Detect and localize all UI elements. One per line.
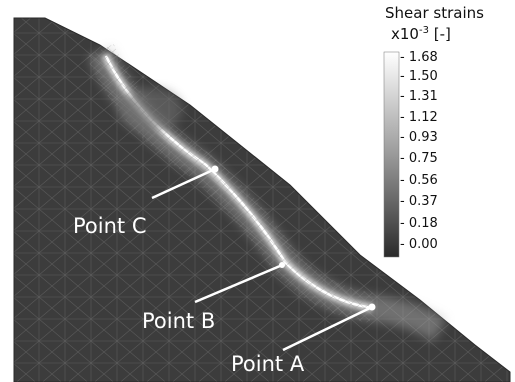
colorbar-tick: 0.37 bbox=[400, 195, 438, 209]
colorbar-tick: 0.75 bbox=[400, 152, 438, 166]
colorbar-tick: 1.31 bbox=[400, 90, 438, 104]
legend-title: Shear strains x10-3 [-] bbox=[379, 4, 515, 43]
point-a-marker bbox=[368, 303, 376, 311]
annotation-point-a bbox=[282, 303, 376, 352]
point-c-marker bbox=[211, 165, 219, 173]
colorbar-tick: 0.56 bbox=[400, 174, 438, 188]
legend-units: x10-3 [-] bbox=[391, 25, 451, 43]
colorbar-tick: 1.50 bbox=[400, 70, 438, 84]
point-c-label: Point C bbox=[73, 214, 146, 238]
annotation-point-b bbox=[194, 262, 285, 304]
point-b-marker bbox=[279, 262, 285, 268]
legend-title-text: Shear strains bbox=[385, 4, 484, 22]
colorbar bbox=[383, 51, 400, 258]
shear-band bbox=[86, 43, 447, 342]
colorbar-tick: 1.68 bbox=[400, 51, 438, 65]
colorbar-tick: 0.93 bbox=[400, 131, 438, 145]
point-b-label: Point B bbox=[142, 309, 215, 333]
colorbar-tick: 0.18 bbox=[400, 217, 438, 231]
colorbar-tick: 0.00 bbox=[400, 238, 438, 252]
point-a-label: Point A bbox=[231, 352, 305, 376]
colorbar-tick: 1.12 bbox=[400, 111, 438, 125]
annotation-point-c bbox=[151, 165, 219, 200]
